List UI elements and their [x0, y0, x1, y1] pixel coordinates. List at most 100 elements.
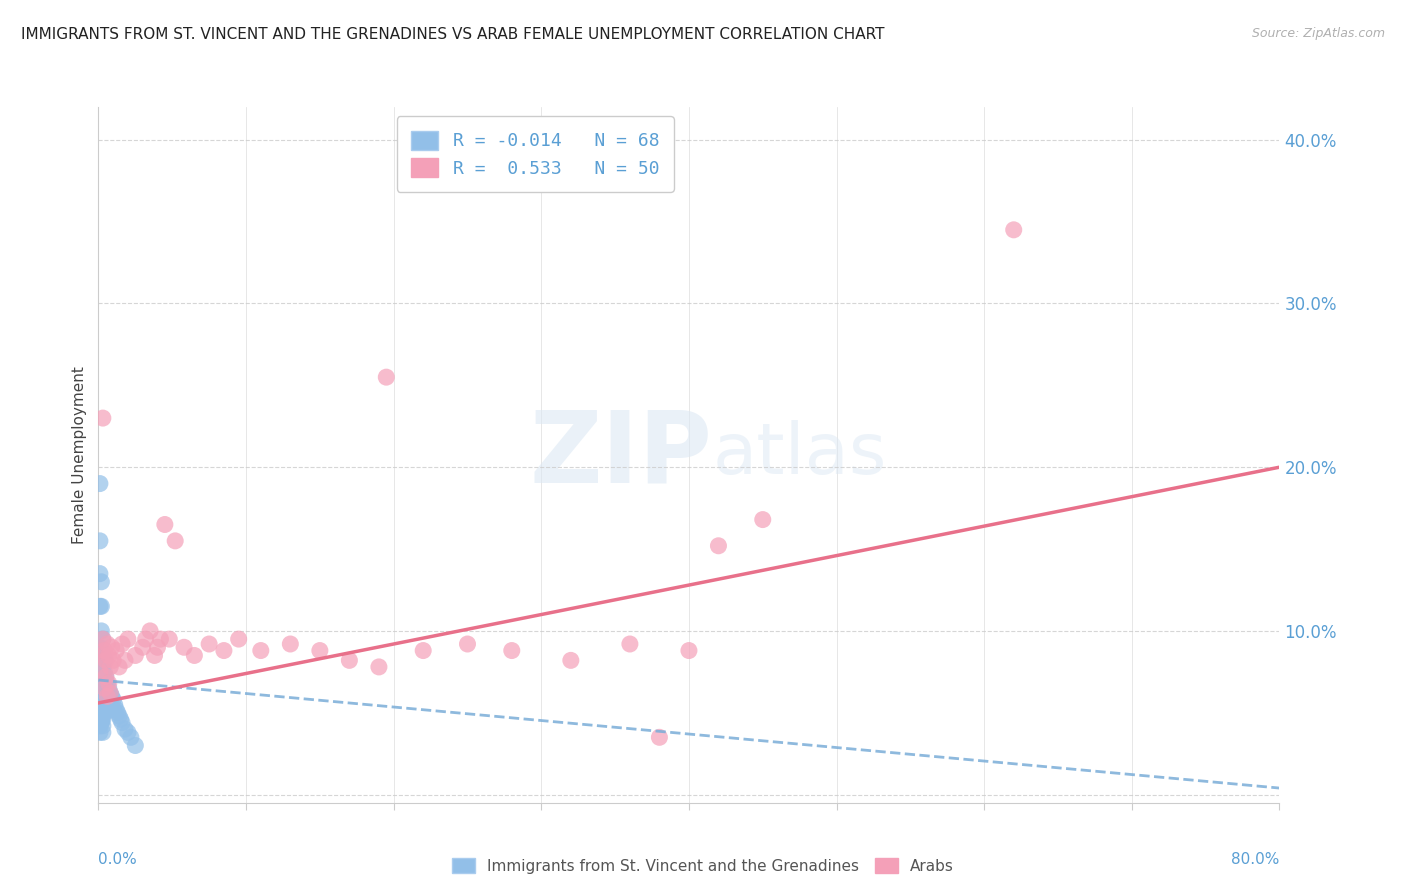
Point: [93, 643, 115, 657]
Point: [91, 706, 114, 720]
Point: [107, 706, 129, 720]
Text: 0.0%: 0.0%: [98, 852, 138, 866]
Point: [89, 665, 111, 679]
Point: [89, 665, 111, 679]
Point: [94, 698, 117, 712]
Point: [97, 681, 120, 696]
Point: [103, 653, 125, 667]
Point: [153, 517, 176, 532]
Point: [90, 714, 112, 728]
Point: [94, 680, 117, 694]
Point: [89, 692, 111, 706]
Point: [132, 640, 155, 655]
Point: [108, 709, 131, 723]
Point: [90, 643, 112, 657]
Point: [619, 637, 641, 651]
Point: [97, 690, 120, 704]
Point: [146, 640, 169, 655]
Point: [139, 624, 162, 638]
Point: [93, 686, 115, 700]
Point: [135, 632, 157, 646]
Point: [93, 676, 115, 690]
Point: [412, 643, 434, 657]
Point: [90, 599, 112, 614]
Point: [104, 698, 127, 712]
Point: [91, 681, 114, 696]
Point: [89, 599, 111, 614]
Point: [96, 637, 118, 651]
Y-axis label: Female Unemployment: Female Unemployment: [72, 366, 87, 544]
Point: [110, 712, 132, 726]
Point: [456, 637, 478, 651]
Point: [91, 712, 114, 726]
Point: [375, 370, 398, 384]
Point: [93, 706, 115, 720]
Point: [91, 632, 114, 646]
Point: [98, 686, 121, 700]
Point: [707, 539, 730, 553]
Point: [93, 702, 115, 716]
Point: [143, 648, 166, 663]
Point: [90, 660, 112, 674]
Point: [90, 706, 112, 720]
Point: [105, 702, 128, 716]
Point: [117, 632, 139, 646]
Point: [93, 653, 115, 667]
Point: [89, 640, 111, 655]
Point: [91, 709, 114, 723]
Point: [93, 681, 115, 696]
Point: [90, 709, 112, 723]
Point: [91, 702, 114, 716]
Point: [751, 512, 773, 526]
Point: [96, 690, 118, 704]
Point: [93, 665, 115, 679]
Point: [1002, 223, 1025, 237]
Point: [173, 640, 195, 655]
Point: [98, 660, 121, 674]
Point: [97, 648, 120, 663]
Point: [89, 719, 111, 733]
Point: [103, 692, 125, 706]
Point: [198, 637, 221, 651]
Point: [91, 660, 114, 674]
Point: [337, 653, 360, 667]
Point: [91, 648, 114, 663]
Point: [108, 660, 131, 674]
Point: [501, 643, 523, 657]
Point: [89, 681, 111, 696]
Point: [90, 624, 112, 638]
Point: [94, 670, 117, 684]
Point: [89, 533, 111, 548]
Point: [96, 686, 118, 700]
Point: [157, 632, 180, 646]
Point: [89, 706, 111, 720]
Point: [111, 715, 134, 730]
Point: [90, 648, 112, 663]
Point: [560, 653, 582, 667]
Legend: R = -0.014   N = 68, R =  0.533   N = 50: R = -0.014 N = 68, R = 0.533 N = 50: [396, 116, 673, 192]
Point: [89, 725, 111, 739]
Point: [90, 574, 112, 589]
Point: [165, 533, 187, 548]
Legend: Immigrants from St. Vincent and the Grenadines, Arabs: Immigrants from St. Vincent and the Gren…: [446, 852, 960, 880]
Point: [91, 411, 114, 425]
Point: [96, 696, 118, 710]
Point: [678, 643, 700, 657]
Point: [250, 643, 273, 657]
Point: [93, 696, 115, 710]
Point: [96, 676, 118, 690]
Text: Source: ZipAtlas.com: Source: ZipAtlas.com: [1251, 27, 1385, 40]
Point: [368, 660, 391, 674]
Point: [89, 566, 111, 581]
Point: [90, 686, 112, 700]
Point: [91, 690, 114, 704]
Point: [100, 640, 122, 655]
Point: [91, 670, 114, 684]
Point: [228, 632, 250, 646]
Point: [103, 702, 125, 716]
Point: [97, 676, 120, 690]
Point: [183, 648, 205, 663]
Point: [98, 686, 121, 700]
Text: atlas: atlas: [713, 420, 887, 490]
Point: [114, 653, 136, 667]
